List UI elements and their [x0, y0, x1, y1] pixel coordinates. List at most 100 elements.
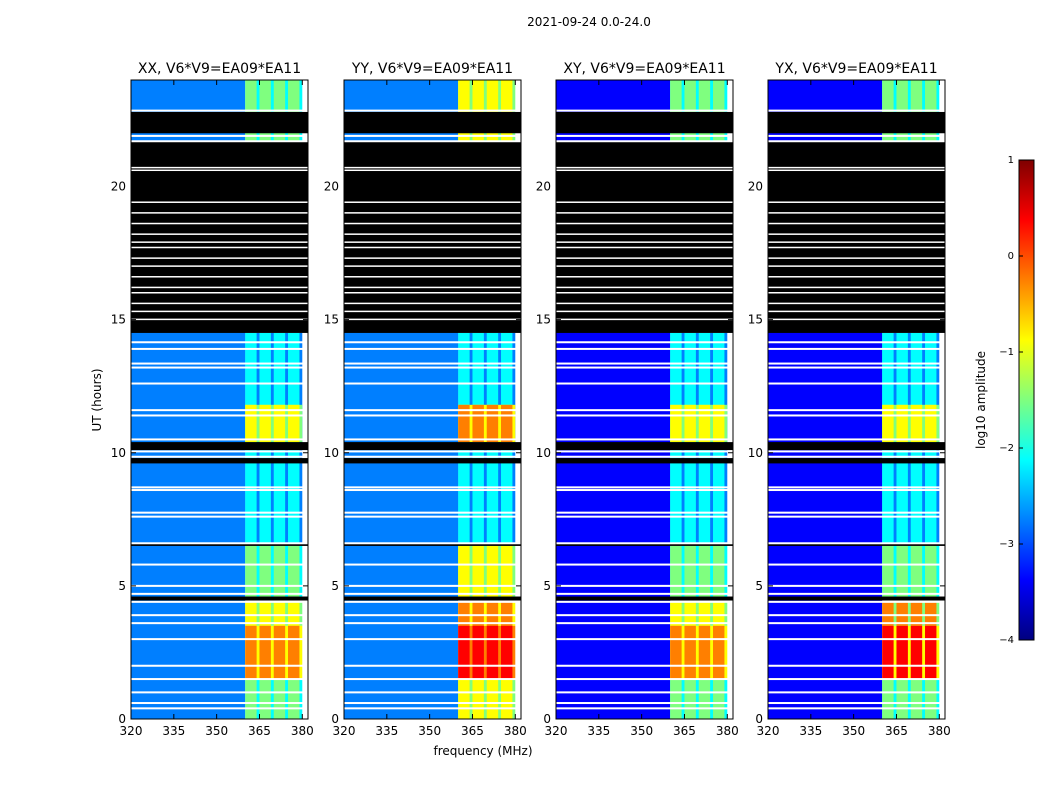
- rfi-channel-cell: [245, 601, 257, 626]
- data-gap-line: [131, 276, 308, 278]
- data-gap-line: [344, 511, 521, 514]
- data-gap-line: [556, 592, 733, 595]
- data-gap-line: [131, 169, 308, 172]
- data-gap-line: [131, 511, 308, 514]
- data-gap-line: [556, 134, 733, 137]
- flagged-interval: [344, 596, 521, 601]
- data-gap-line: [131, 438, 308, 441]
- data-gap-line: [768, 276, 945, 278]
- data-gap-line: [131, 166, 308, 169]
- rfi-channel-cell: [670, 404, 682, 443]
- rfi-channel-cell: [684, 601, 696, 626]
- rfi-channel-cell: [896, 404, 908, 443]
- rfi-channel-cell: [288, 601, 300, 626]
- rfi-channel-cell: [259, 679, 271, 719]
- data-gap-line: [768, 109, 945, 112]
- rfi-channel-cell: [458, 404, 470, 443]
- flagged-interval: [556, 442, 733, 451]
- data-gap-line: [344, 265, 521, 267]
- panel-xx: [131, 80, 308, 719]
- y-tick-label: 15: [748, 313, 763, 327]
- rfi-channel-cell: [882, 545, 894, 597]
- data-gap-line: [344, 233, 521, 235]
- data-gap-line: [768, 600, 945, 603]
- data-gap-line: [131, 233, 308, 235]
- data-gap-line: [344, 563, 521, 566]
- data-gap-line: [131, 563, 308, 566]
- data-gap-line: [768, 542, 945, 545]
- data-gap-line: [344, 382, 521, 385]
- data-gap-line: [344, 302, 521, 305]
- flagged-interval: [556, 596, 733, 601]
- rfi-channel-cell: [273, 625, 286, 680]
- data-gap-line: [344, 455, 521, 458]
- rfi-channel-cell: [288, 679, 300, 719]
- rfi-channel-cell: [288, 625, 300, 680]
- data-gap-line: [344, 450, 521, 453]
- data-gap-line: [344, 257, 521, 259]
- data-gap-line: [131, 622, 308, 625]
- data-gap-line: [768, 382, 945, 385]
- data-gap-line: [556, 414, 733, 417]
- x-tick-label: 335: [162, 724, 185, 738]
- rfi-channel-cell: [910, 679, 923, 719]
- data-gap-line: [768, 450, 945, 453]
- rfi-channel-cell: [896, 601, 908, 626]
- rfi-channel-cell: [501, 679, 513, 719]
- rfi-channel-cell: [259, 404, 271, 443]
- y-tick-label: 5: [755, 579, 763, 593]
- rfi-channel-cell: [273, 679, 286, 719]
- rfi-channel-cell: [245, 545, 257, 597]
- data-gap-line: [131, 366, 308, 369]
- y-tick-label: 0: [755, 712, 763, 726]
- x-tick-label: 350: [842, 724, 865, 738]
- data-gap-line: [556, 691, 733, 694]
- y-tick-label: 15: [111, 313, 126, 327]
- data-gap-line: [556, 455, 733, 458]
- x-tick-label: 380: [928, 724, 951, 738]
- data-gap-line: [131, 318, 308, 321]
- rfi-channel-cell: [670, 679, 682, 719]
- data-gap-line: [768, 486, 945, 489]
- rfi-channel-cell: [910, 545, 923, 597]
- flagged-interval: [131, 596, 308, 601]
- rfi-channel-cell: [273, 545, 286, 597]
- data-gap-line: [556, 140, 733, 143]
- data-gap-line: [768, 310, 945, 313]
- y-tick-label: 15: [324, 313, 339, 327]
- data-gap-line: [768, 246, 945, 249]
- data-gap-line: [344, 169, 521, 172]
- x-tick-label: 335: [799, 724, 822, 738]
- rfi-channel-cell: [896, 545, 908, 597]
- rfi-channel-cell: [910, 601, 923, 626]
- data-gap-line: [344, 241, 521, 243]
- data-gap-line: [131, 707, 308, 710]
- data-gap-line: [344, 678, 521, 681]
- rfi-channel-cell: [713, 679, 725, 719]
- rfi-channel-cell: [896, 625, 908, 680]
- flagged-interval: [344, 543, 521, 546]
- panel-frame: [555, 79, 734, 720]
- rfi-channel-cell: [684, 679, 696, 719]
- flagged-interval: [768, 458, 945, 464]
- data-gap-line: [344, 341, 521, 344]
- data-gap-line: [556, 614, 733, 617]
- data-gap-line: [131, 265, 308, 267]
- data-gap-line: [768, 201, 945, 203]
- data-gap-line: [768, 455, 945, 458]
- colorbar-tick-label: −1: [999, 347, 1014, 358]
- data-gap-line: [344, 592, 521, 595]
- data-gap-line: [556, 310, 733, 313]
- rfi-channel-cell: [698, 545, 711, 597]
- data-gap-line: [768, 489, 945, 492]
- rfi-channel-cell: [925, 404, 937, 443]
- flagged-interval: [768, 543, 945, 546]
- data-gap-line: [556, 638, 733, 641]
- y-tick-label: 20: [748, 180, 763, 194]
- data-gap-line: [131, 134, 308, 137]
- data-gap-line: [131, 341, 308, 344]
- flagged-interval: [556, 458, 733, 464]
- x-axis-label: frequency (MHz): [433, 744, 532, 758]
- data-gap-line: [344, 166, 521, 169]
